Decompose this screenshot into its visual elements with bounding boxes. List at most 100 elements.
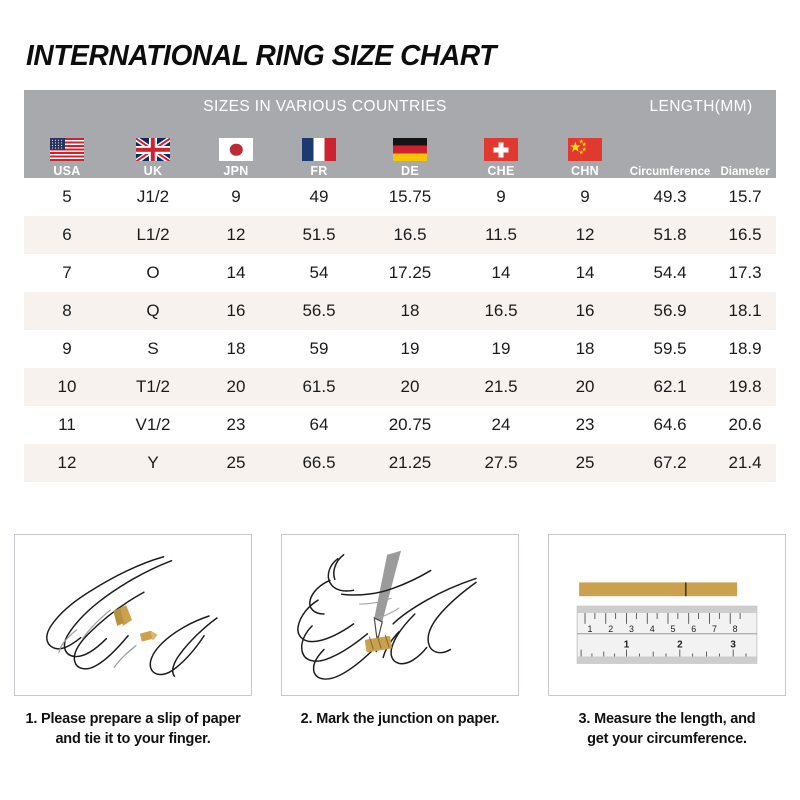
cell-chn: 18 (544, 330, 627, 368)
cell-jpn: 16 (196, 292, 276, 330)
cell-chn: 9 (544, 178, 627, 216)
svg-text:6: 6 (691, 624, 696, 634)
cell-che: 19 (458, 330, 544, 368)
column-header-circumference: Circumference (626, 123, 715, 178)
group-header-row: SIZES IN VARIOUS COUNTRIES LENGTH(MM) (24, 90, 777, 123)
cell-de: 16.5 (362, 216, 458, 254)
cell-de: 19 (362, 330, 458, 368)
caption-line-1: 1. Please prepare a slip of paper (25, 711, 241, 727)
column-header-fr: FR (276, 123, 362, 178)
cell-circumference: 64.6 (626, 406, 715, 444)
svg-text:7: 7 (712, 624, 717, 634)
cell-de: 21.25 (362, 444, 458, 482)
paper-strip-and-ruler-illustration: 1 2 3 4 5 6 7 8 1 2 3 (548, 534, 786, 696)
cell-circumference: 67.2 (626, 444, 715, 482)
cell-usa: 8 (24, 292, 110, 330)
cell-che: 14 (458, 254, 544, 292)
cell-diameter: 21.4 (714, 444, 777, 482)
table-row: 6 L1/2 12 51.5 16.5 11.5 12 51.8 16.5 (24, 216, 777, 254)
cell-diameter: 20.6 (714, 406, 777, 444)
measured-paper-strip-shape (579, 582, 738, 597)
column-label-uk: UK (143, 164, 163, 178)
cell-uk: T1/2 (110, 368, 196, 406)
column-label-che: CHE (487, 164, 515, 178)
instruction-step-3: 1 2 3 4 5 6 7 8 1 2 3 (548, 534, 786, 749)
table-row: 10 T1/2 20 61.5 20 21.5 20 62.1 19.8 (24, 368, 777, 406)
column-label-de: DE (401, 164, 419, 178)
cell-jpn: 12 (196, 216, 276, 254)
cell-circumference: 56.9 (626, 292, 715, 330)
cell-circumference: 62.1 (626, 368, 715, 406)
column-header-uk: UK (110, 123, 196, 178)
cell-jpn: 14 (196, 254, 276, 292)
paper-strip-shape (364, 634, 392, 653)
table-row: 12 Y 25 66.5 21.25 27.5 25 67.2 21.4 (24, 444, 777, 482)
cell-jpn: 9 (196, 178, 276, 216)
cell-diameter: 18.9 (714, 330, 777, 368)
caption-line-2: get your circumference. (587, 731, 747, 747)
caption-line-1: 2. Mark the junction on paper. (300, 711, 500, 727)
cell-diameter: 18.1 (714, 292, 777, 330)
cell-jpn: 25 (196, 444, 276, 482)
cell-fr: 54 (276, 254, 362, 292)
column-label-usa: USA (53, 164, 81, 178)
caption-line-2: and tie it to your finger. (55, 731, 211, 747)
flag-japan-icon (219, 138, 253, 161)
cell-uk: O (110, 254, 196, 292)
svg-text:5: 5 (670, 624, 675, 634)
cell-diameter: 19.8 (714, 368, 777, 406)
hand-with-paper-strip-illustration (14, 534, 252, 696)
instruction-panels: 1. Please prepare a slip of paper and ti… (14, 534, 786, 749)
cell-uk: L1/2 (110, 216, 196, 254)
flag-header-row: USA UK (24, 123, 777, 178)
column-label-jpn: JPN (223, 164, 249, 178)
cell-fr: 61.5 (276, 368, 362, 406)
cell-usa: 6 (24, 216, 110, 254)
column-header-chn: ★ ★ ★ ★ ★ CHN (544, 123, 627, 178)
cell-de: 15.75 (362, 178, 458, 216)
cell-che: 21.5 (458, 368, 544, 406)
cell-usa: 10 (24, 368, 110, 406)
cell-usa: 11 (24, 406, 110, 444)
cell-chn: 14 (544, 254, 627, 292)
column-header-jpn: JPN (196, 123, 276, 178)
cell-fr: 66.5 (276, 444, 362, 482)
cell-usa: 9 (24, 330, 110, 368)
cell-usa: 12 (24, 444, 110, 482)
svg-text:1: 1 (624, 640, 630, 651)
instruction-caption-2: 2. Mark the junction on paper. (281, 709, 519, 729)
cell-usa: 5 (24, 178, 110, 216)
flag-switzerland-icon (484, 138, 518, 161)
hand-marking-paper-with-pen-illustration (281, 534, 519, 696)
svg-text:4: 4 (650, 624, 655, 634)
svg-text:3: 3 (629, 624, 634, 634)
cell-diameter: 17.3 (714, 254, 777, 292)
cell-jpn: 18 (196, 330, 276, 368)
cell-jpn: 23 (196, 406, 276, 444)
table-body: 5 J1/2 9 49 15.75 9 9 49.3 15.7 6 L1/2 12 51.5 16.5 11… (24, 178, 777, 482)
cell-jpn: 20 (196, 368, 276, 406)
column-header-de: DE (362, 123, 458, 178)
cell-de: 20 (362, 368, 458, 406)
instruction-caption-1: 1. Please prepare a slip of paper and ti… (14, 709, 252, 749)
cell-chn: 25 (544, 444, 627, 482)
table-row: 5 J1/2 9 49 15.75 9 9 49.3 15.7 (24, 178, 777, 216)
svg-text:8: 8 (733, 624, 738, 634)
cell-uk: V1/2 (110, 406, 196, 444)
instruction-step-1: 1. Please prepare a slip of paper and ti… (14, 534, 252, 749)
column-header-usa: USA (24, 123, 110, 178)
flag-france-icon (302, 138, 336, 161)
flag-china-icon: ★ ★ ★ ★ ★ (568, 138, 603, 161)
instruction-step-2: 2. Mark the junction on paper. (281, 534, 519, 749)
cell-circumference: 59.5 (626, 330, 715, 368)
paper-strip-shape (113, 605, 158, 642)
instruction-caption-3: 3. Measure the length, and get your circ… (548, 709, 786, 749)
cell-che: 11.5 (458, 216, 544, 254)
cell-fr: 64 (276, 406, 362, 444)
svg-text:2: 2 (677, 640, 683, 651)
cell-circumference: 49.3 (626, 178, 715, 216)
cell-chn: 20 (544, 368, 627, 406)
column-header-che: CHE (458, 123, 544, 178)
cell-fr: 49 (276, 178, 362, 216)
cell-usa: 7 (24, 254, 110, 292)
